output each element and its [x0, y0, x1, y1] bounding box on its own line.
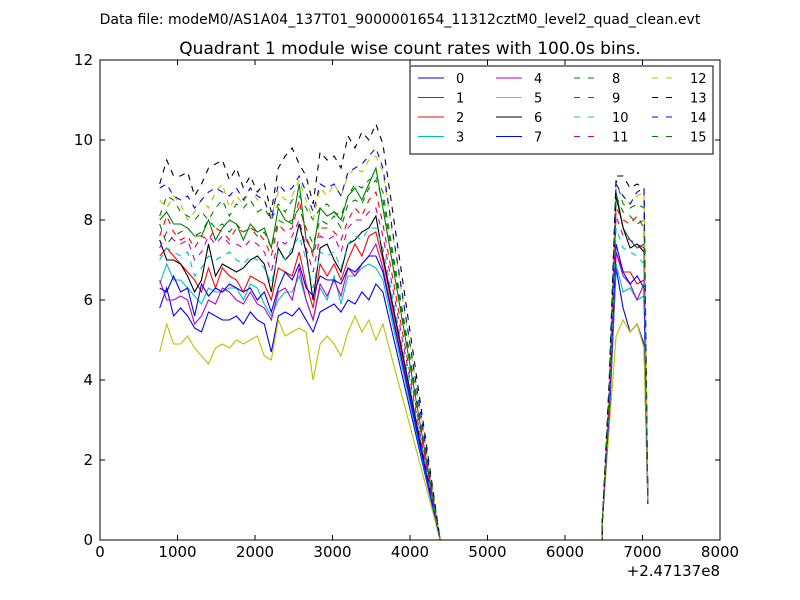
y-tick-label: 6	[83, 291, 93, 309]
y-tick-label: 4	[83, 371, 93, 389]
x-tick-label: 0	[95, 543, 105, 561]
legend-label-9: 9	[612, 92, 620, 107]
axis-ticks: 0 1000 2000 3000 4000 5000 6000 7000 80000246810…	[74, 51, 739, 561]
series-line-13	[159, 122, 649, 541]
x-tick-label: 2000	[236, 543, 274, 561]
y-tick-label: 0	[83, 531, 93, 549]
legend-label-8: 8	[612, 72, 620, 87]
legend-label-14: 14	[690, 111, 707, 126]
series-line-2	[159, 231, 649, 541]
legend-label-0: 0	[456, 72, 464, 87]
x-tick-label: 7000	[623, 543, 661, 561]
x-tick-label: 5000	[468, 543, 506, 561]
legend-label-6: 6	[534, 111, 542, 126]
y-tick-label: 12	[74, 51, 93, 69]
legend-label-1: 1	[456, 92, 464, 107]
series-line-8	[159, 175, 649, 541]
legend-label-12: 12	[690, 72, 707, 87]
x-tick-label: 8000	[701, 543, 739, 561]
legend-label-15: 15	[690, 131, 707, 146]
x-offset-label: +2.47137e8	[627, 562, 720, 580]
legend-label-4: 4	[534, 72, 542, 87]
series-line-14	[159, 146, 649, 541]
legend-label-7: 7	[534, 131, 542, 146]
x-tick-label: 6000	[546, 543, 584, 561]
legend-label-11: 11	[612, 131, 629, 146]
series-layer	[159, 122, 649, 541]
y-tick-label: 8	[83, 211, 93, 229]
legend-label-5: 5	[534, 92, 542, 107]
legend-label-2: 2	[456, 111, 464, 126]
y-tick-label: 10	[74, 131, 93, 149]
x-tick-label: 1000	[158, 543, 196, 561]
x-tick-label: 4000	[391, 543, 429, 561]
legend-label-3: 3	[456, 131, 464, 146]
legend-label-13: 13	[690, 92, 707, 107]
series-line-12	[159, 155, 649, 541]
legend-label-10: 10	[612, 111, 629, 126]
x-tick-label: 3000	[313, 543, 351, 561]
chart-title: Quadrant 1 module wise count rates with …	[179, 39, 640, 59]
series-line-10	[159, 227, 649, 541]
data-file-label: Data file: modeM0/AS1A04_137T01_90000016…	[100, 12, 701, 28]
y-tick-label: 2	[83, 451, 93, 469]
legend-box	[409, 65, 714, 155]
series-line-15	[159, 178, 649, 541]
